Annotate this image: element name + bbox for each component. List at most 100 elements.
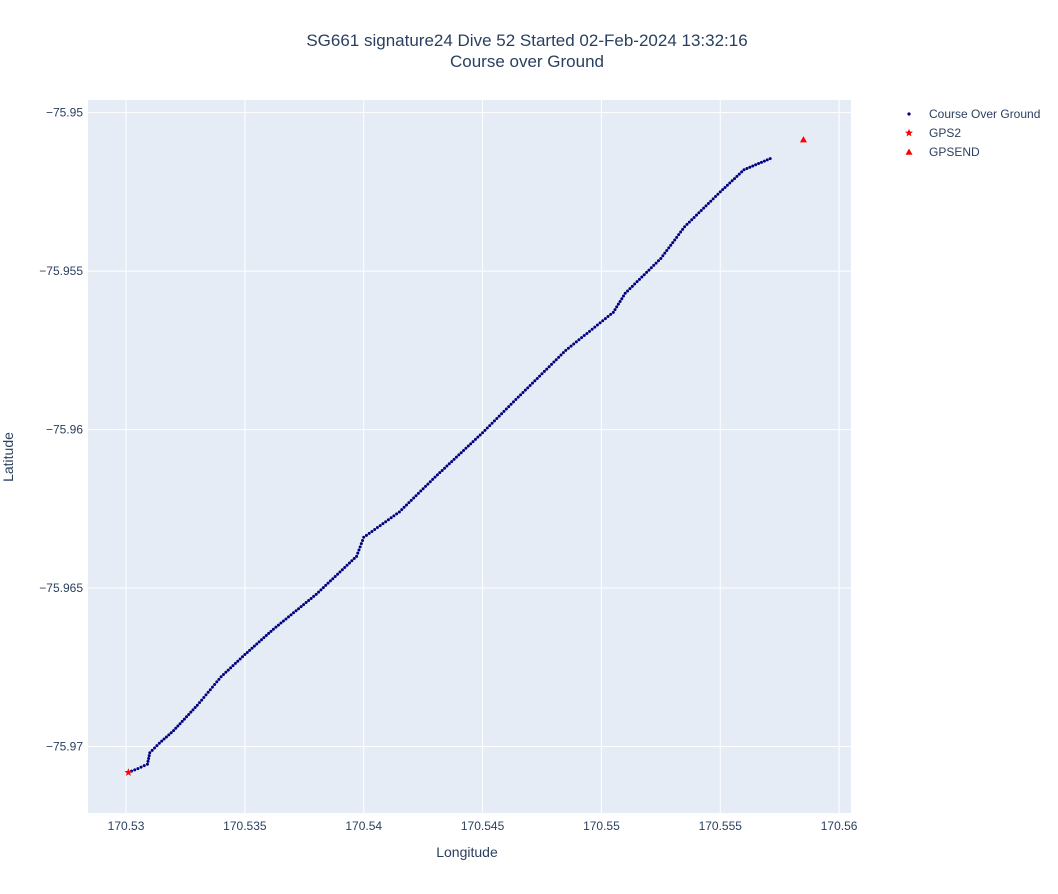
track-point: [206, 690, 210, 694]
gpsend-triangle-marker: [799, 136, 807, 143]
track-point: [250, 646, 254, 650]
track-point: [574, 340, 578, 344]
track-point: [640, 275, 644, 279]
track-point: [202, 695, 206, 699]
track-point: [509, 402, 513, 406]
track-point: [217, 677, 221, 681]
track-point: [516, 395, 520, 399]
legend-triangle-icon: [905, 148, 913, 155]
track-point: [257, 640, 261, 644]
track-point: [362, 535, 366, 539]
track-point: [473, 437, 477, 441]
y-tick-label: −75.955: [39, 264, 83, 278]
track-point: [673, 238, 677, 242]
track-point: [697, 211, 701, 215]
x-tick-label: 170.535: [223, 819, 267, 833]
track-point: [478, 433, 482, 437]
gps-markers: [124, 136, 807, 776]
track-point: [559, 353, 563, 357]
track-point: [221, 673, 225, 677]
track-point: [157, 741, 161, 745]
track-point: [145, 762, 149, 766]
track-point: [155, 744, 159, 748]
track-point: [590, 327, 594, 331]
plot-area: [88, 100, 851, 813]
track-point: [340, 568, 344, 572]
track-point: [514, 398, 518, 402]
track-point: [485, 426, 489, 430]
track-point: [542, 369, 546, 373]
track-point: [702, 206, 706, 210]
track-point: [210, 685, 214, 689]
track-point: [533, 379, 537, 383]
track-point: [169, 731, 173, 735]
track-point: [352, 557, 356, 561]
track-point: [289, 613, 293, 617]
track-point: [189, 710, 193, 714]
track-point: [397, 510, 401, 514]
track-point: [187, 712, 191, 716]
track-point: [405, 503, 409, 507]
track-point: [255, 642, 259, 646]
track-point: [269, 629, 273, 633]
track-point: [359, 542, 363, 546]
track-point: [704, 204, 708, 208]
track-point: [400, 508, 404, 512]
track-point: [709, 199, 713, 203]
track-point: [768, 157, 772, 161]
track-point: [195, 703, 199, 707]
track-point: [174, 726, 178, 730]
track-point: [663, 251, 667, 255]
track-point: [706, 202, 710, 206]
track-point: [438, 471, 442, 475]
track-point: [204, 693, 208, 697]
track-point: [381, 522, 385, 526]
track-point: [364, 533, 368, 537]
track-point: [497, 414, 501, 418]
legend-item[interactable]: GPS2: [905, 126, 961, 140]
x-tick-label: 170.53: [108, 819, 145, 833]
legend-item[interactable]: Course Over Ground: [907, 107, 1040, 121]
track-point: [611, 310, 615, 314]
track-point: [476, 435, 480, 439]
track-point: [615, 305, 619, 309]
track-point: [276, 623, 280, 627]
track-point: [528, 383, 532, 387]
track-point: [136, 767, 140, 771]
track-point: [721, 188, 725, 192]
track-point: [737, 172, 741, 176]
track-point: [445, 464, 449, 468]
track-point: [361, 538, 365, 542]
y-axis-title: Latitude: [0, 432, 16, 482]
track-point: [679, 230, 683, 234]
track-point: [133, 768, 137, 772]
track-point: [519, 393, 523, 397]
track-point: [628, 287, 632, 291]
track-point: [690, 218, 694, 222]
track-point: [471, 440, 475, 444]
track-point: [281, 619, 285, 623]
track-point: [716, 192, 720, 196]
track-point: [443, 466, 447, 470]
track-point: [671, 241, 675, 245]
track-point: [718, 190, 722, 194]
track-point: [215, 680, 219, 684]
track-point: [502, 409, 506, 413]
legend[interactable]: Course Over Ground GPS2 GPSEND: [905, 107, 1040, 159]
track-point: [245, 650, 249, 654]
legend-item[interactable]: GPSEND: [905, 145, 981, 159]
track-point: [191, 708, 195, 712]
track-point: [198, 701, 202, 705]
track-point: [241, 655, 245, 659]
y-tick-label: −75.97: [46, 739, 83, 753]
track-point: [561, 351, 565, 355]
track-point: [297, 607, 301, 611]
track-point: [550, 362, 554, 366]
track-point: [248, 648, 252, 652]
track-point: [601, 319, 605, 323]
track-point: [535, 376, 539, 380]
track-point: [675, 235, 679, 239]
track-point: [326, 581, 330, 585]
track-point: [238, 657, 242, 661]
